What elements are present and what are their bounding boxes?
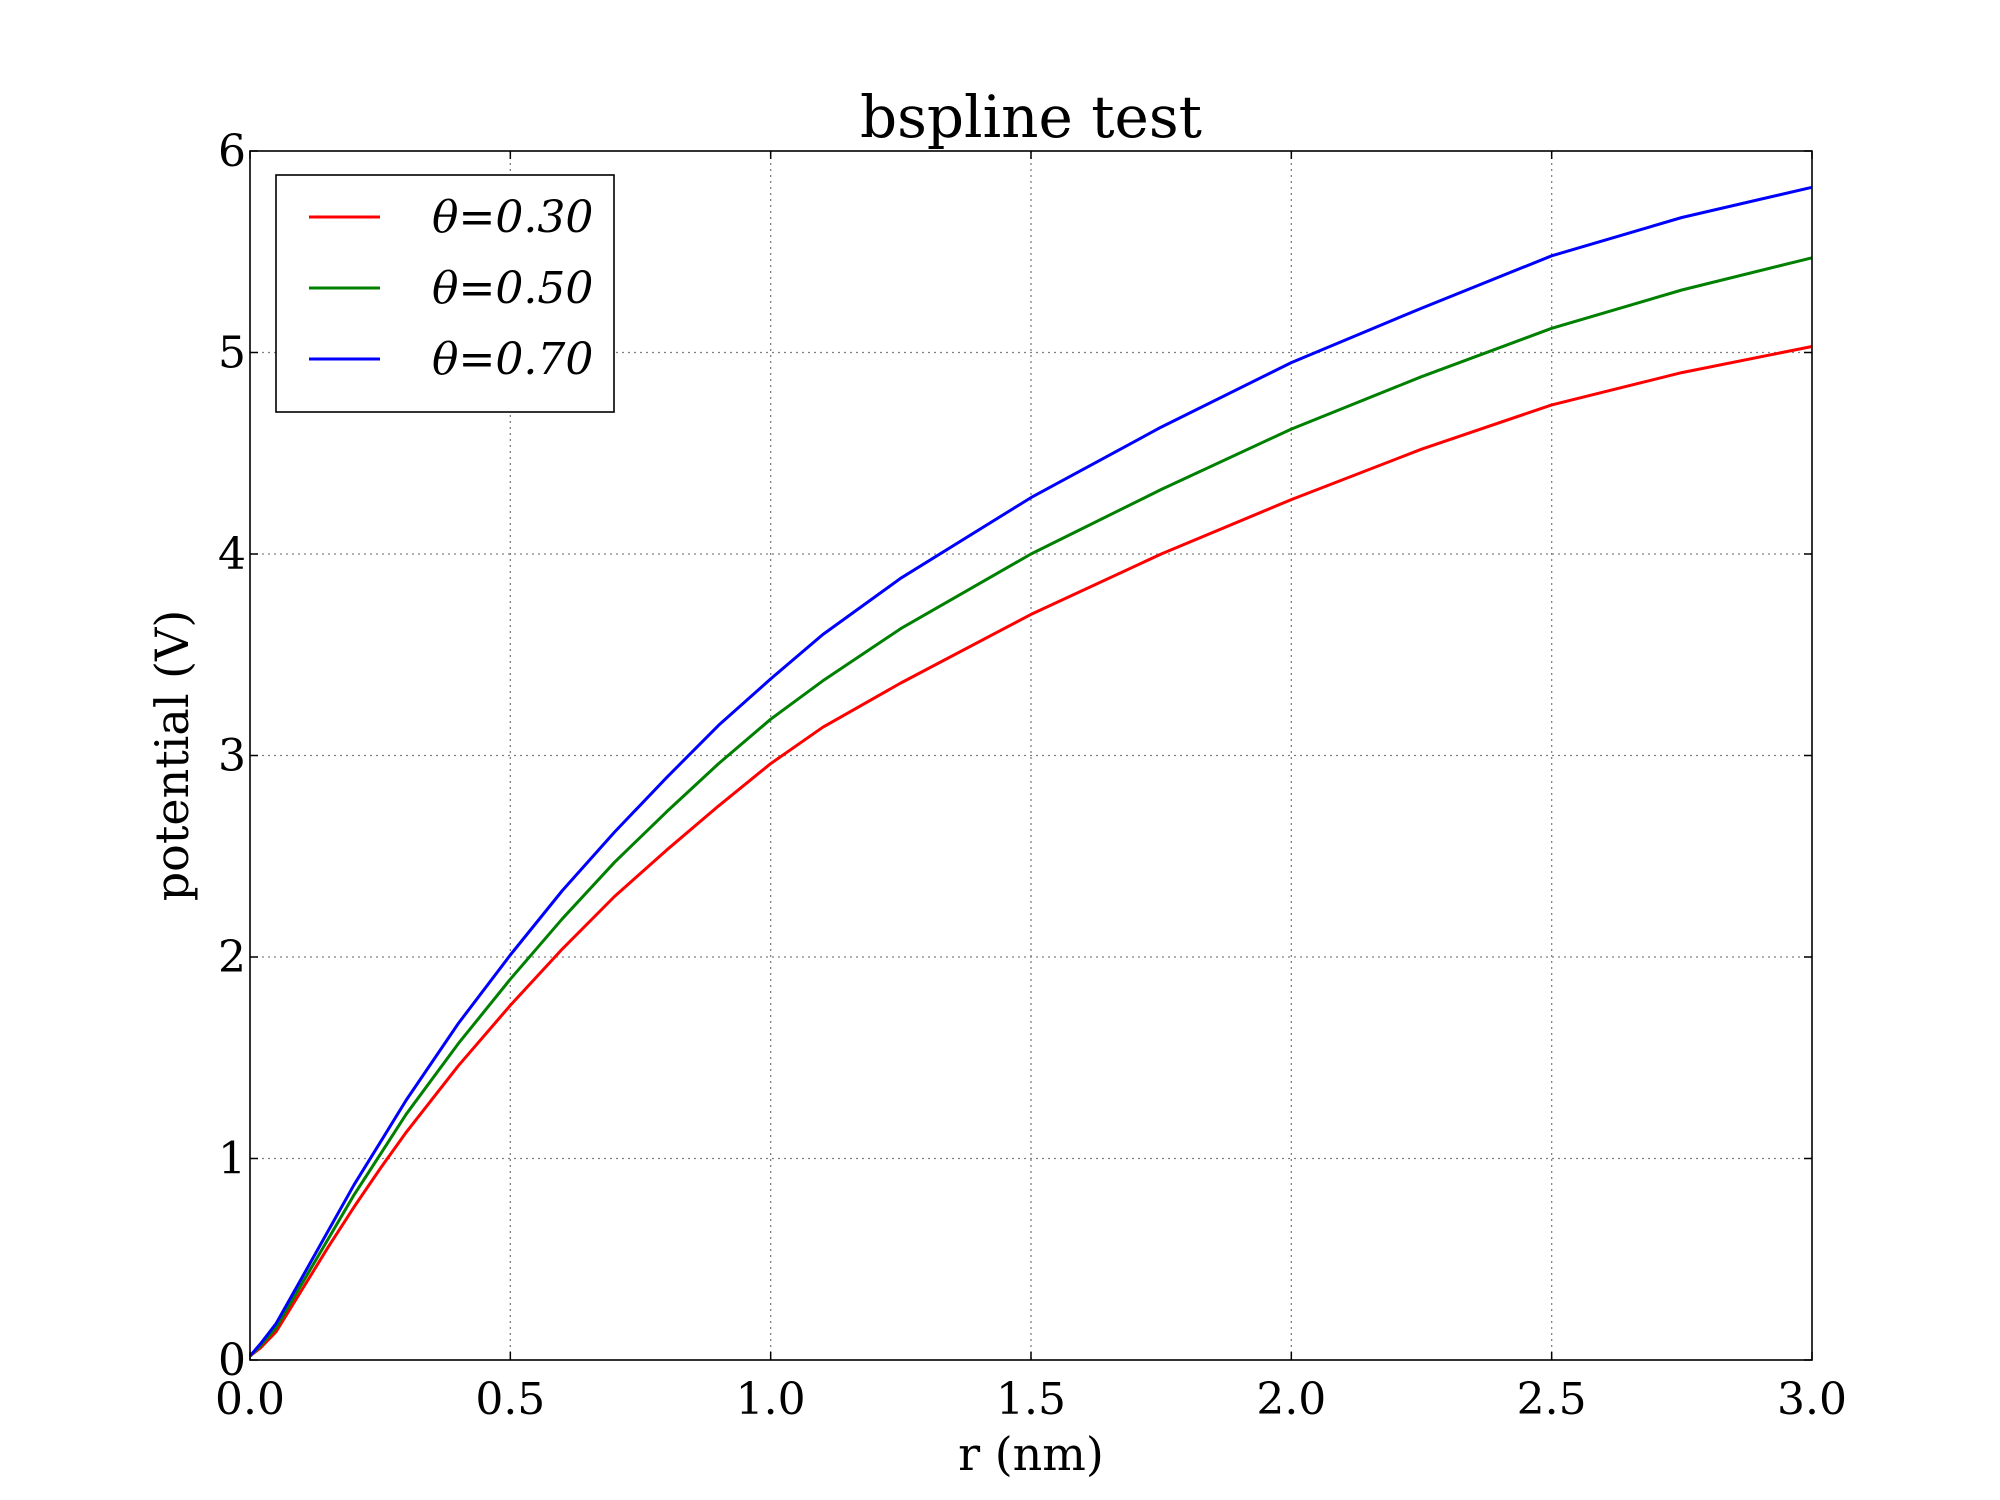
y-tick-label: 1 bbox=[218, 1134, 246, 1185]
y-tick-label: 4 bbox=[218, 529, 246, 580]
legend-label-2: θ=0.50 bbox=[432, 263, 593, 314]
x-tick-label: 0.5 bbox=[475, 1374, 545, 1425]
chart-title: bspline test bbox=[860, 83, 1202, 151]
x-tick-label: 1.5 bbox=[996, 1374, 1066, 1425]
series-lines bbox=[248, 185, 1813, 1358]
legend-entries: θ=0.30 θ=0.50 θ=0.70 bbox=[309, 192, 593, 385]
y-tick-label: 0 bbox=[218, 1335, 246, 1386]
series-line-3 bbox=[248, 185, 1813, 1357]
legend-label-1: θ=0.30 bbox=[432, 192, 593, 243]
y-tick-label: 2 bbox=[218, 932, 246, 983]
legend-label-3: θ=0.70 bbox=[432, 334, 593, 385]
axis-ticks: 0.0 0.5 1.0 1.5 2.0 2.5 3.0 0 1 2 3 4 5 6 bbox=[215, 126, 1847, 1425]
x-tick-label: 0.0 bbox=[215, 1374, 285, 1425]
x-tick-label: 2.0 bbox=[1256, 1374, 1326, 1425]
x-tick-label: 1.0 bbox=[736, 1374, 806, 1425]
series-line-1 bbox=[249, 345, 1813, 1358]
series-line-2 bbox=[248, 256, 1813, 1358]
y-tick-label: 3 bbox=[218, 731, 246, 782]
y-axis-label: potential (V) bbox=[145, 610, 199, 902]
y-tick-label: 5 bbox=[218, 328, 246, 379]
x-tick-label: 2.5 bbox=[1517, 1374, 1587, 1425]
y-tick-label: 6 bbox=[218, 126, 246, 177]
legend-box bbox=[275, 174, 615, 413]
x-axis-label: r (nm) bbox=[958, 1427, 1104, 1481]
legend: θ=0.30 θ=0.50 θ=0.70 bbox=[275, 174, 615, 413]
x-tick-label: 3.0 bbox=[1777, 1374, 1847, 1425]
